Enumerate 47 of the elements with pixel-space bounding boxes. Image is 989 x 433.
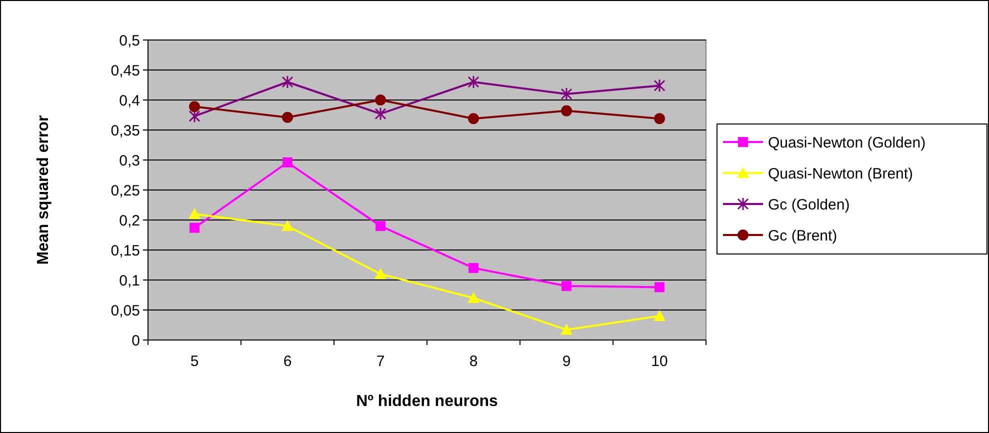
point [562, 281, 572, 291]
point [468, 75, 480, 89]
point [374, 268, 386, 279]
point [282, 75, 294, 89]
x-tick-label: 7 [376, 353, 385, 370]
point [282, 220, 294, 231]
point [190, 222, 200, 233]
y-tick-label: 0,25 [110, 182, 140, 200]
x-axis-title: Nº hidden neurons [356, 393, 498, 410]
legend-label: Quasi-Newton (Golden) [768, 134, 926, 152]
point [189, 101, 200, 112]
y-axis-title: Mean squared error [35, 115, 52, 265]
x-tick-label: 10 [651, 353, 668, 370]
y-tick-label: 0,15 [110, 242, 140, 260]
legend-label: Gc (Brent) [768, 227, 838, 244]
point [282, 112, 293, 123]
point [560, 324, 572, 335]
legend-label: Gc (Golden) [768, 196, 850, 214]
x-tick-label: 6 [283, 353, 292, 370]
x-tick-label: 8 [469, 353, 478, 370]
y-tick-label: 0 [132, 332, 140, 350]
y-tick-label: 0,45 [110, 62, 140, 80]
y-tick-label: 0,2 [119, 212, 140, 230]
point [654, 310, 666, 321]
point [654, 78, 666, 92]
y-tick-label: 0,35 [110, 122, 140, 140]
x-tick-label: 9 [562, 353, 571, 370]
x-tick-label: 5 [190, 353, 199, 370]
point [374, 107, 386, 121]
point [468, 263, 478, 273]
point [188, 208, 200, 219]
point [560, 87, 572, 101]
point [468, 292, 480, 303]
point [188, 109, 200, 123]
point [282, 157, 292, 168]
point [468, 113, 479, 124]
y-tick-label: 0,1 [119, 272, 140, 290]
point [376, 221, 386, 231]
point [654, 113, 665, 124]
y-tick-label: 0,05 [110, 302, 140, 320]
point [375, 94, 386, 106]
y-tick-label: 0,4 [119, 92, 140, 110]
y-tick-label: 0,3 [119, 152, 140, 170]
point [654, 282, 664, 292]
y-tick-label: 0,5 [119, 32, 140, 50]
point [561, 105, 572, 116]
legend-label: Quasi-Newton (Brent) [768, 165, 914, 182]
